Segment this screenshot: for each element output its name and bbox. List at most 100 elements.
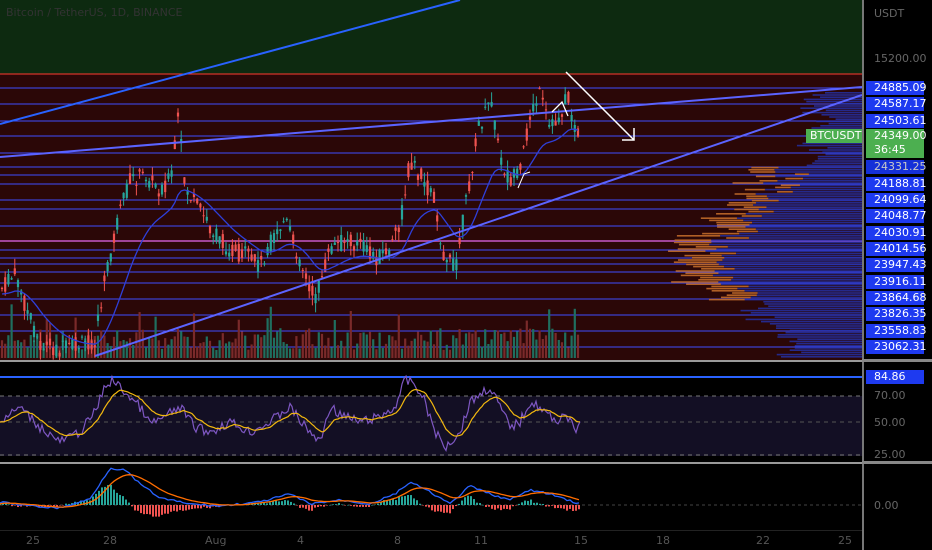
macd-histogram-bar	[188, 505, 190, 510]
volume-bar	[77, 348, 80, 358]
volume-bar	[538, 330, 541, 358]
candle-body	[388, 250, 391, 256]
pane-separator-2[interactable]	[0, 462, 862, 464]
volume-profile-bar	[711, 239, 862, 241]
macd-histogram-bar	[392, 499, 394, 505]
candle-body	[295, 256, 298, 259]
macd-histogram-bar	[323, 505, 325, 507]
candle-body	[567, 91, 570, 103]
price-label: 24503.61	[866, 114, 927, 128]
trend-line[interactable]	[0, 0, 461, 125]
volume-profile-bar-sell	[700, 217, 737, 219]
volume-bar	[240, 331, 244, 358]
macd-histogram-bar	[434, 505, 436, 512]
price-pane[interactable]: Bitcoin / TetherUS, 1D, BINANCE BTCUSDT	[0, 0, 862, 360]
candle-body	[407, 163, 410, 178]
volume-profile-bar	[709, 243, 862, 246]
candle-body	[205, 216, 208, 221]
time-axis[interactable]: 25 28 Aug 4 8 11 15 18 22 25	[0, 530, 862, 550]
candle-body	[237, 244, 240, 262]
candle-body	[77, 347, 80, 350]
volume-bar	[346, 332, 349, 358]
macd-histogram-bar	[320, 505, 322, 507]
volume-bar	[525, 320, 528, 358]
volume-profile-bar-sell	[755, 175, 776, 178]
pane-separator[interactable]	[0, 360, 862, 362]
volume-bar	[160, 348, 164, 358]
candle-body	[269, 234, 272, 252]
volume-profile-bar	[825, 153, 862, 156]
candle-body	[346, 239, 349, 242]
candle-body	[154, 183, 157, 188]
macd-histogram-bar	[20, 505, 22, 507]
candle-body	[61, 340, 64, 342]
volume-profile-bar	[773, 210, 862, 213]
volume-bar	[324, 345, 327, 358]
down-arrow-drawing-icon[interactable]	[565, 71, 635, 141]
volume-bar	[199, 343, 202, 358]
macd-histogram-bar	[464, 497, 466, 505]
volume-profile-bar-sell	[680, 274, 713, 277]
macd-histogram-bar	[326, 505, 328, 506]
volume-bar	[36, 333, 39, 358]
time-label: 11	[474, 534, 488, 547]
volume-profile-bar	[740, 309, 862, 312]
candle-body	[199, 203, 202, 208]
channel-upper-line[interactable]	[0, 86, 862, 158]
volume-profile-bar	[718, 281, 862, 283]
macd-histogram-bar	[281, 501, 283, 505]
volume-profile-bar-sell	[780, 184, 800, 186]
bar-countdown: 36:45	[874, 143, 906, 156]
volume-profile-bar	[827, 147, 862, 149]
candle-body	[439, 243, 442, 245]
volume-bar	[471, 333, 474, 358]
volume-bar	[148, 337, 151, 358]
volume-bar	[228, 341, 231, 358]
volume-bar	[308, 328, 311, 358]
macd-histogram-bar	[557, 505, 559, 508]
zigzag-drawing-icon[interactable]	[517, 100, 569, 189]
volume-bar	[202, 342, 205, 358]
volume-profile-bar-sell	[732, 182, 764, 184]
volume-profile-bar-sell	[721, 296, 751, 299]
candle-body	[173, 140, 176, 150]
price-label: 23062.31	[866, 340, 927, 354]
candle-body	[506, 169, 509, 183]
macd-histogram-bar	[197, 505, 199, 509]
currency-label: USDT	[874, 7, 905, 20]
volume-profile-bar	[800, 107, 862, 109]
candle-body	[551, 119, 554, 127]
candle-body	[23, 295, 26, 311]
volume-profile-bar	[777, 336, 862, 338]
axis-separator	[862, 359, 932, 362]
macd-histogram-bar	[191, 505, 193, 510]
channel-lower-line[interactable]	[94, 94, 862, 357]
volume-bars	[0, 304, 580, 358]
candle-body	[231, 244, 234, 257]
candle-body	[471, 172, 474, 174]
candle-body	[541, 97, 544, 100]
macd-histogram-bar	[416, 500, 418, 505]
volume-profile-bar	[763, 301, 862, 303]
macd-histogram-bar	[443, 505, 445, 513]
candle-body	[570, 114, 573, 121]
volume-profile-bar	[814, 160, 862, 162]
candle-body	[279, 229, 282, 232]
volume-profile-bar-sell	[675, 270, 715, 272]
volume-bar	[557, 339, 560, 358]
volume-profile-bar-sell	[710, 252, 737, 255]
volume-bar	[474, 330, 477, 358]
price-label: 23826.35	[866, 307, 927, 321]
candle-body	[122, 192, 125, 199]
volume-bar	[298, 348, 301, 358]
rsi-pane[interactable]	[0, 362, 862, 462]
volume-bar	[397, 314, 400, 358]
macd-histogram-bar	[329, 504, 331, 506]
candle-body	[327, 248, 330, 252]
volume-profile-bar	[825, 109, 862, 112]
volume-profile-bar-sell	[759, 180, 778, 182]
candle-body	[432, 191, 436, 203]
volume-bar	[231, 342, 234, 358]
candle-body	[413, 160, 416, 163]
macd-pane[interactable]	[0, 464, 862, 530]
